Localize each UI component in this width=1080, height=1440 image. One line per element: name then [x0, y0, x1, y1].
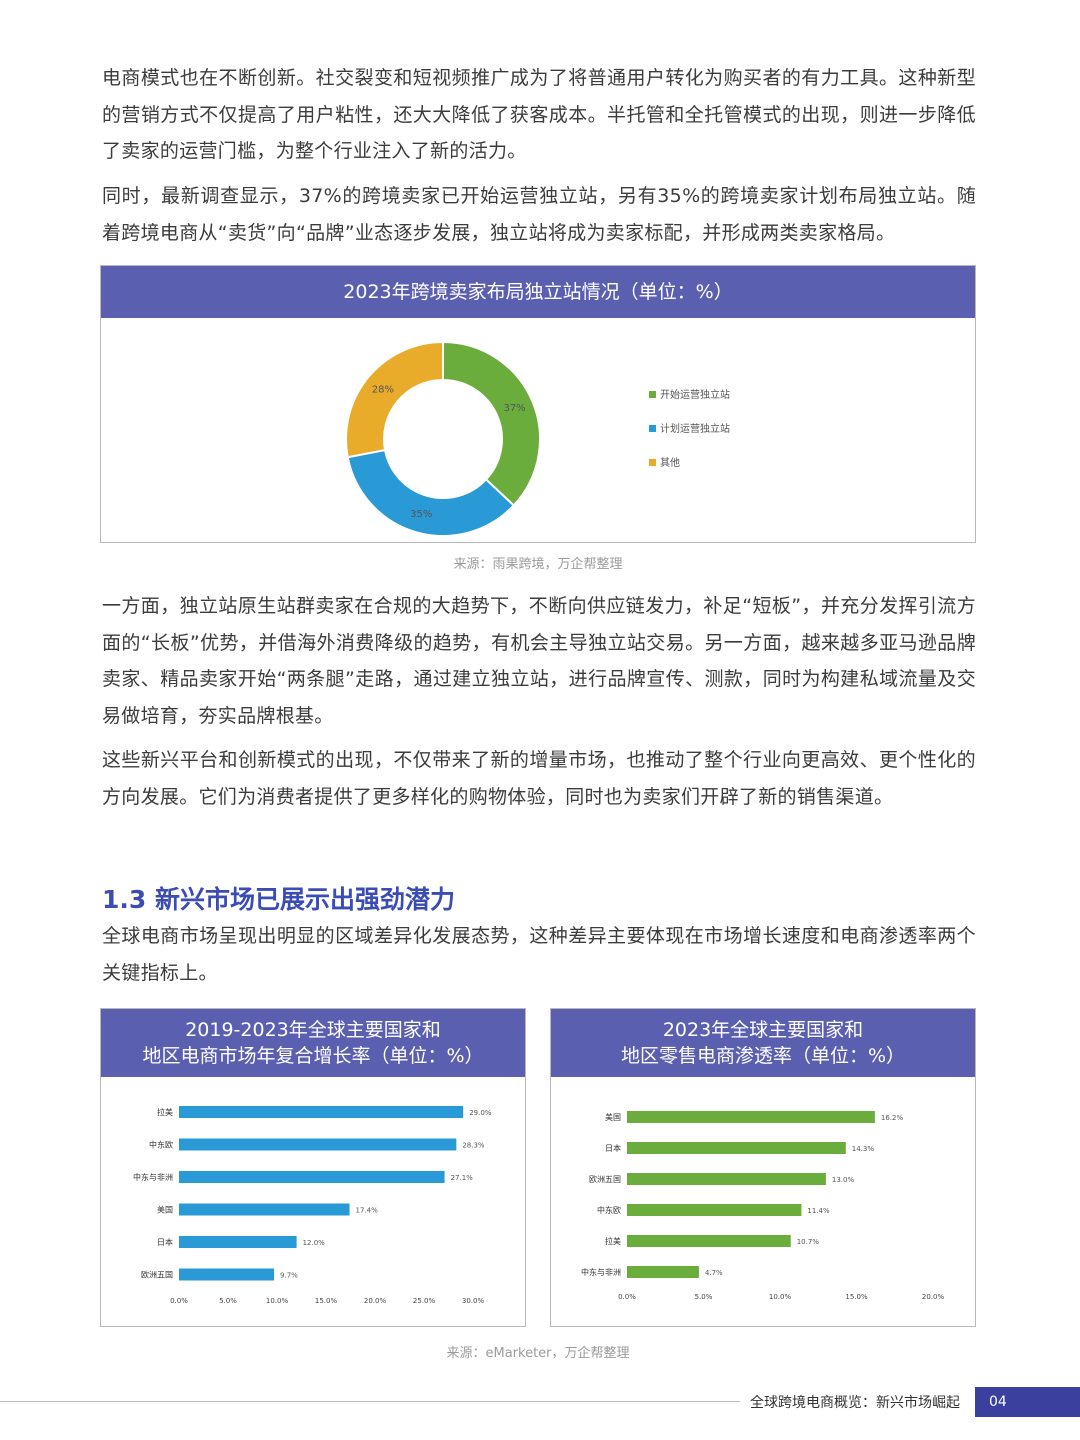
bar [179, 1268, 275, 1281]
legend-label: 开始运营独立站 [660, 390, 730, 401]
donut-chart: 37% 35% 28% [345, 340, 541, 537]
bar-category-label: 中东欧 [597, 1205, 621, 1215]
bar [179, 1236, 297, 1248]
bar [179, 1138, 457, 1151]
growth-chart-title-line-1: 2019-2023年全球主要国家和 [185, 1019, 441, 1041]
growth-bar-chart: 拉美 29.0% 中东欧 28.3% 中东与非洲 27.1% 美国 17.4% 日本 12.0% 欧… [133, 1106, 492, 1305]
legend-swatch [649, 425, 656, 432]
bar-category-label: 欧洲五国 [589, 1174, 621, 1184]
x-tick-label: 5.0% [695, 1293, 713, 1301]
x-tick-label: 30.0% [462, 1297, 485, 1305]
platform-paragraph: 这些新兴平台和创新模式的出现，不仅带来了新的增量市场，也推动了整个行业向更高效、… [102, 749, 976, 808]
bar-category-label: 美国 [605, 1112, 621, 1122]
bar-category-label: 中东欧 [149, 1140, 173, 1150]
bar-value-label: 14.3% [852, 1145, 875, 1153]
donut-slice [345, 340, 444, 459]
bar-category-label: 美国 [157, 1205, 173, 1215]
legend-label: 计划运营独立站 [660, 424, 730, 435]
legend-label: 其他 [660, 458, 680, 469]
bar-category-label: 日本 [605, 1143, 621, 1153]
growth-chart-title: 2019-2023年全球主要国家和 地区电商市场年复合增长率（单位：%） [101, 1009, 525, 1077]
donut-slice-label: 28% [372, 384, 394, 395]
bar [627, 1204, 802, 1216]
growth-chart-title-line-2: 地区电商市场年复合增长率（单位：%） [142, 1045, 484, 1067]
bar-category-label: 欧洲五国 [141, 1270, 173, 1280]
bar-value-label: 10.7% [797, 1238, 820, 1246]
bar-category-label: 中东与非洲 [581, 1267, 621, 1277]
penetration-chart-title-line-1: 2023年全球主要国家和 [662, 1019, 864, 1041]
x-tick-label: 5.0% [219, 1297, 237, 1305]
bar-value-label: 17.4% [356, 1207, 379, 1215]
bar [627, 1111, 875, 1123]
bar-category-label: 日本 [157, 1237, 173, 1247]
x-tick-label: 10.0% [266, 1297, 289, 1305]
x-tick-label: 15.0% [315, 1297, 338, 1305]
brand-paragraph: 一方面，独立站原生站群卖家在合规的大趋势下，不断向供应链发力，补足“短板”，并充… [102, 595, 976, 727]
bar [179, 1203, 350, 1216]
bar-value-label: 12.0% [303, 1239, 326, 1247]
survey-paragraph: 同时，最新调查显示，37%的跨境卖家已开始运营独立站，另有35%的跨境卖家计划布… [102, 185, 976, 244]
penetration-chart-title-line-2: 地区零售电商渗透率（单位：%） [620, 1045, 906, 1067]
footer-title: 全球跨境电商概览：新兴市场崛起 [750, 1395, 960, 1411]
section-heading: 1.3 新兴市场已展示出强劲潜力 [102, 885, 455, 914]
bar-value-label: 9.7% [280, 1272, 298, 1280]
penetration-bar-chart: 美国 16.2% 日本 14.3% 欧洲五国 13.0% 中东欧 11.4% 拉美 10.7% 中东… [581, 1111, 945, 1301]
x-tick-label: 25.0% [413, 1297, 436, 1305]
region-paragraph: 全球电商市场呈现出明显的区域差异化发展态势，这种差异主要体现在市场增长速度和电商… [102, 925, 976, 984]
x-tick-label: 15.0% [845, 1293, 868, 1301]
bar-value-label: 11.4% [807, 1207, 830, 1215]
donut-chart-title: 2023年跨境卖家布局独立站情况（单位：%） [101, 266, 975, 318]
bar-value-label: 28.3% [462, 1142, 485, 1150]
legend-swatch [649, 391, 656, 398]
legend-item: 计划运营独立站 [649, 420, 730, 435]
penetration-chart-title: 2023年全球主要国家和 地区零售电商渗透率（单位：%） [551, 1009, 975, 1077]
bar [627, 1266, 699, 1278]
footer-rule [0, 1401, 740, 1402]
bar-category-label: 拉美 [157, 1107, 173, 1117]
x-tick-label: 0.0% [170, 1297, 188, 1305]
source-note-2: 来源：eMarketer，万企帮整理 [446, 1346, 630, 1361]
donut-slice [346, 448, 516, 537]
x-tick-label: 10.0% [769, 1293, 792, 1301]
x-tick-label: 20.0% [364, 1297, 387, 1305]
source-note-1: 来源：雨果跨境，万企帮整理 [453, 557, 623, 572]
donut-slice-label: 37% [503, 403, 525, 414]
x-tick-label: 20.0% [922, 1293, 945, 1301]
legend-swatch [649, 459, 656, 466]
bar [179, 1171, 445, 1183]
bar-value-label: 27.1% [451, 1174, 474, 1182]
bar-value-label: 13.0% [832, 1176, 855, 1184]
bar-category-label: 中东与非洲 [133, 1172, 173, 1182]
page-number: 04 [975, 1387, 1080, 1417]
x-tick-label: 0.0% [618, 1293, 636, 1301]
growth-chart-panel: 2019-2023年全球主要国家和 地区电商市场年复合增长率（单位：%） 拉美 2… [100, 1008, 526, 1327]
penetration-chart-panel: 2023年全球主要国家和 地区零售电商渗透率（单位：%） 美国 16.2% 日本 14… [550, 1008, 976, 1327]
bar-value-label: 29.0% [469, 1109, 492, 1117]
donut-slice-label: 35% [410, 509, 432, 520]
donut-chart-panel: 2023年跨境卖家布局独立站情况（单位：%） 37% 35% 28% 开始运营独立站… [100, 265, 976, 543]
bar [627, 1235, 791, 1247]
bar-value-label: 4.7% [705, 1269, 723, 1277]
bar [179, 1106, 464, 1118]
donut-slice [442, 340, 541, 507]
legend-item: 其他 [649, 454, 680, 469]
bar [627, 1142, 846, 1154]
legend-item: 开始运营独立站 [649, 386, 730, 401]
bar-value-label: 16.2% [881, 1114, 904, 1122]
bar-category-label: 拉美 [605, 1236, 621, 1246]
bar [627, 1173, 826, 1185]
intro-paragraph: 电商模式也在不断创新。社交裂变和短视频推广成为了将普通用户转化为购买者的有力工具… [102, 67, 976, 162]
